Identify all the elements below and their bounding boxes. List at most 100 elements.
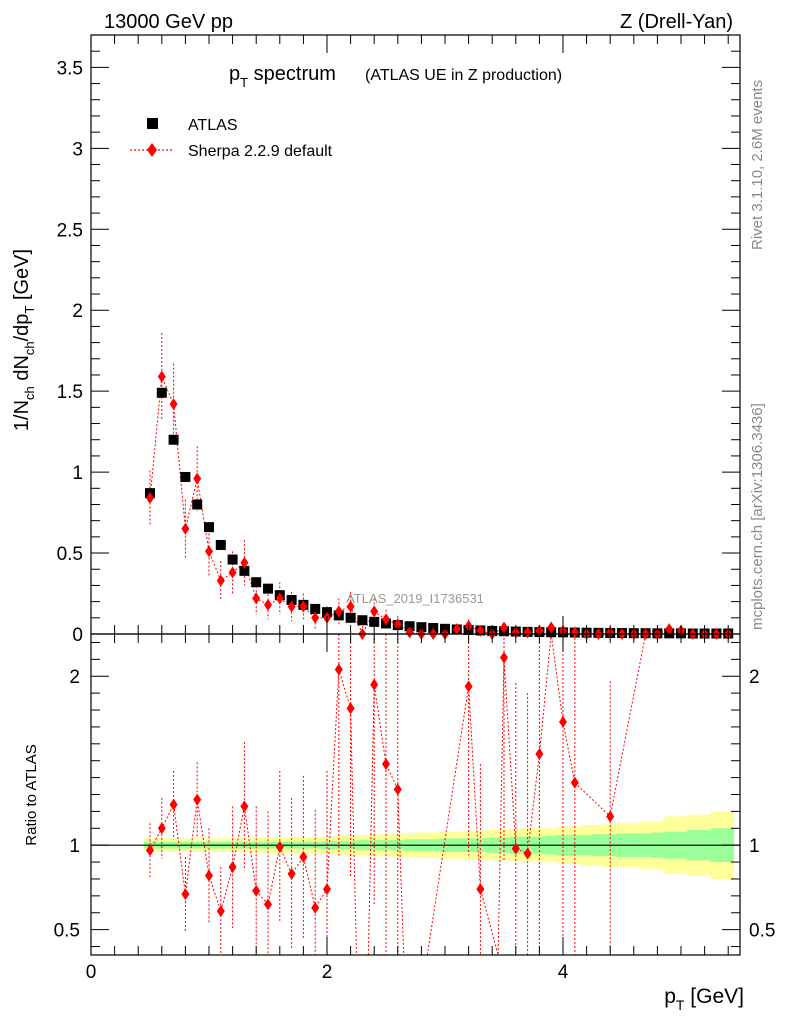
mc-point [205, 545, 213, 558]
ratio-ytick-label-left: 0.5 [54, 921, 80, 942]
ratio-mc-point [299, 851, 308, 864]
ratio-mc-point [370, 678, 379, 691]
ratio-mc-point [570, 776, 579, 789]
main-panel: 0 0.5 1 1.5 2 2.5 3 3.5 [57, 34, 741, 646]
mc-point [665, 623, 674, 636]
main-ylabel: 1/Nch dNch/dpT [GeV] [11, 249, 37, 431]
ratio-panel: 0.5 0.5 1 1 2 2 0 2 4 [54, 633, 775, 983]
ratio-mc-point [216, 905, 225, 918]
atlas-point [345, 612, 356, 623]
atlas-point [204, 522, 214, 533]
ratio-mc-point [193, 793, 202, 806]
atlas-point [357, 615, 368, 626]
ratio-xtick-label: 4 [558, 962, 569, 983]
ratio-mc-point [169, 798, 178, 811]
plot-title: pT spectrum (ATLAS UE in Z production) [229, 63, 562, 90]
header-right: Z (Drell-Yan) [620, 11, 733, 33]
ratio-mc-point [146, 844, 154, 857]
mc-point [311, 611, 320, 624]
ratio-mc-point [205, 869, 213, 882]
mc-point [334, 605, 343, 618]
atlas-point [239, 565, 250, 576]
ratio-mc-point [157, 822, 166, 835]
ratio-mc-point [559, 715, 567, 728]
ratio-frame [90, 633, 741, 956]
watermark: ATLAS_2019_I1736531 [346, 591, 484, 606]
main-ytick-label: 1 [72, 463, 83, 484]
main-ytick-label: 2.5 [57, 220, 83, 241]
ratio-mc-point [476, 883, 485, 896]
atlas-point [227, 554, 238, 565]
mc-point [405, 626, 414, 639]
ratio-mc-point [511, 842, 520, 855]
legend-mc-label: Sherpa 2.2.9 default [188, 143, 333, 160]
mc-point [193, 472, 202, 485]
atlas-point [286, 595, 297, 606]
ratio-mc-point [323, 883, 331, 896]
atlas-point [180, 471, 191, 482]
ratio-mc-point [311, 901, 320, 914]
atlas-point [263, 583, 273, 594]
mc-point [547, 621, 556, 634]
title-extra: (ATLAS UE in Z production) [365, 67, 562, 84]
mc-point [452, 623, 461, 636]
mc-point [346, 600, 355, 613]
atlas-point [192, 499, 203, 510]
ratio-mc-point [606, 810, 615, 823]
ratio-mc-point [275, 840, 284, 853]
legend-atlas-marker [147, 118, 158, 129]
ratio-ytick-label-left: 1 [69, 836, 80, 857]
atlas-point [251, 577, 262, 588]
mc-point [370, 605, 379, 618]
ratio-mc-point [523, 847, 532, 860]
mc-point [393, 618, 402, 631]
header-left: 13000 GeV pp [104, 11, 233, 33]
ratio-ytick-label-right: 0.5 [749, 921, 775, 942]
main-ytick-label: 1.5 [57, 382, 83, 403]
atlas-point [310, 603, 321, 614]
ratio-xtick-label: 2 [322, 962, 333, 983]
atlas-point [404, 621, 415, 632]
mc-point [299, 600, 308, 613]
mc-point [275, 592, 284, 605]
ratio-mc-point [393, 783, 402, 796]
atlas-point [215, 539, 226, 550]
title-main: pT spectrum [229, 63, 336, 90]
main-ytick-label: 3 [72, 139, 83, 160]
mc-point [169, 398, 178, 411]
ratio-mc-point [264, 898, 272, 911]
legend-atlas-label: ATLAS [188, 117, 238, 134]
ratio-mc-point [382, 758, 390, 771]
ratio-ylabel: Ratio to ATLAS [23, 744, 40, 845]
legend: ATLAS Sherpa 2.2.9 default [130, 117, 333, 160]
mc-point [240, 556, 249, 569]
ratio-mc-point [240, 800, 249, 813]
mc-point [146, 492, 154, 505]
mc-point [570, 626, 579, 639]
atlas-point [156, 387, 167, 398]
ratio-mc-point [228, 861, 237, 874]
ratio-mc-point [346, 702, 355, 715]
ratio-mc-point [334, 663, 343, 676]
ratio-xlabel: pT [GeV] [664, 985, 744, 1013]
mc-point [382, 613, 390, 626]
ratio-ytick-label-right: 1 [749, 836, 760, 857]
mcplots-label: mcplots.cern.ch [arXiv:1306.3436] [749, 403, 766, 630]
main-ytick-label: 3.5 [57, 58, 83, 79]
ratio-mc-point [535, 747, 544, 760]
mc-point [523, 626, 532, 639]
ratio-mc-point [287, 867, 296, 880]
mc-point [252, 592, 261, 605]
mc-point [216, 574, 225, 587]
mc-point [157, 370, 166, 383]
ratio-mc-point [252, 884, 261, 897]
ratio-xtick-label: 0 [86, 962, 97, 983]
main-ytick-label: 2 [72, 301, 83, 322]
legend-mc-marker [147, 143, 157, 157]
atlas-point [369, 616, 380, 627]
mc-point [500, 621, 508, 634]
main-ytick-label: 0 [72, 625, 83, 646]
main-ytick-label: 0.5 [57, 544, 83, 565]
ratio-ytick-label-left: 2 [69, 667, 80, 688]
